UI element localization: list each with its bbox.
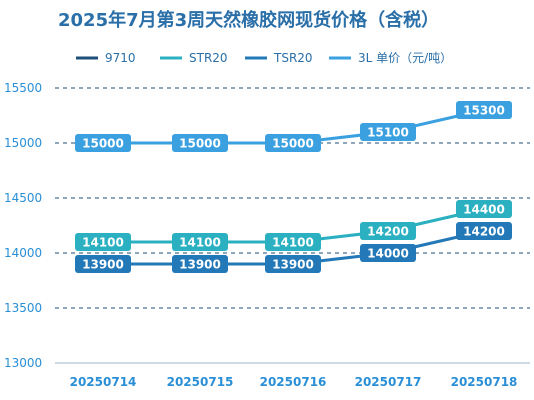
- y-tick-label: 15000: [4, 136, 42, 150]
- data-label: 13900: [82, 258, 124, 272]
- data-label: 15000: [179, 137, 221, 151]
- data-label-box: [265, 134, 321, 152]
- data-label: 14200: [463, 225, 505, 239]
- y-tick-label: 14000: [4, 246, 42, 260]
- data-label-box: [456, 222, 512, 240]
- data-label-box: [172, 134, 228, 152]
- data-label: 14100: [82, 236, 124, 250]
- y-tick-label: 13500: [4, 301, 42, 315]
- grid: [55, 87, 530, 364]
- data-label: 15000: [272, 137, 314, 151]
- data-label: 14100: [272, 236, 314, 250]
- y-tick-label: 14500: [4, 191, 42, 205]
- data-label-box: [265, 233, 321, 251]
- data-label-box: [172, 233, 228, 251]
- data-label-box: [75, 255, 131, 273]
- data-label: 15000: [82, 137, 124, 151]
- data-label-box: [360, 123, 416, 141]
- data-label-box: [456, 101, 512, 119]
- legend-label: TSR20: [273, 51, 313, 65]
- data-label-box: [456, 200, 512, 218]
- data-label: 15300: [463, 104, 505, 118]
- y-axis: 13000 13500 14000 14500 15000 15500: [4, 81, 42, 370]
- x-tick-label: 20250715: [167, 375, 234, 389]
- data-label: 14000: [367, 247, 409, 261]
- data-label-box: [265, 255, 321, 273]
- y-tick-label: 13000: [4, 356, 42, 370]
- data-labels: 14100 14100 14100 14200 14400 13900 13900 13900…: [75, 101, 512, 273]
- y-tick-label: 15500: [4, 81, 42, 95]
- legend: 9710 STR20 TSR20 3L 单价（元/吨）: [76, 51, 452, 65]
- data-label-box: [360, 222, 416, 240]
- data-label: 15100: [367, 126, 409, 140]
- x-tick-label: 20250714: [70, 375, 137, 389]
- data-label: 13900: [179, 258, 221, 272]
- data-label: 14400: [463, 203, 505, 217]
- chart-title: 2025年7月第3周天然橡胶网现货价格（含税）: [58, 9, 439, 31]
- x-tick-label: 20250718: [451, 375, 518, 389]
- legend-label: STR20: [189, 51, 228, 65]
- data-label: 14100: [179, 236, 221, 250]
- data-label: 13900: [272, 258, 314, 272]
- data-label-box: [75, 233, 131, 251]
- x-tick-label: 20250716: [260, 375, 327, 389]
- data-label-box: [172, 255, 228, 273]
- data-label-box: [75, 134, 131, 152]
- legend-label: 3L 单价（元/吨）: [358, 51, 452, 65]
- data-label-box: [360, 244, 416, 262]
- x-tick-label: 20250717: [355, 375, 422, 389]
- legend-label: 9710: [105, 51, 136, 65]
- data-label: 14200: [367, 225, 409, 239]
- x-axis: 20250714 20250715 20250716 20250717 20250718: [70, 375, 518, 389]
